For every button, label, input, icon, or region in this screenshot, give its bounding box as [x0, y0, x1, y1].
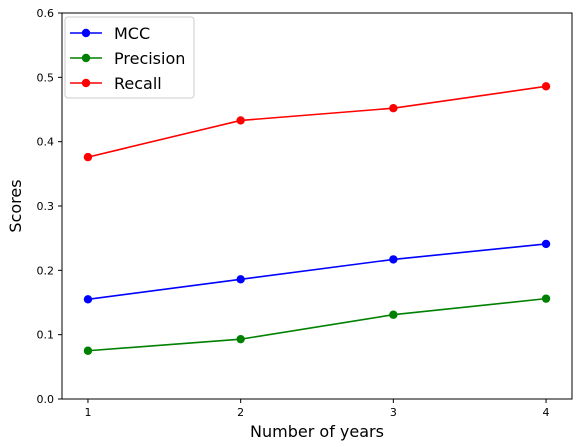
ticks-layer: 1 2 3 4 0.0 0.1 0.2 0.3 0.4 0.5 0.6 — [37, 7, 550, 419]
y-tick-label: 0.1 — [37, 329, 55, 342]
data-point-recall — [83, 152, 93, 162]
series-line-mcc — [87, 243, 547, 301]
data-point-mcc — [389, 255, 398, 264]
x-tick-label: 1 — [84, 406, 91, 419]
x-tick-label: 3 — [390, 406, 397, 419]
legend-label: Precision — [114, 49, 185, 68]
data-point-recall — [389, 104, 398, 113]
data-point-precision — [389, 310, 398, 319]
data-point-mcc — [541, 239, 551, 249]
y-tick-label: 0.0 — [37, 393, 55, 406]
y-tick-label: 0.5 — [37, 71, 55, 84]
series-line-precision — [87, 297, 547, 352]
data-point-mcc — [236, 275, 245, 284]
data-point-precision — [83, 346, 93, 355]
y-tick-label: 0.2 — [37, 264, 55, 277]
x-tick-label: 2 — [237, 406, 244, 419]
data-point-precision — [541, 294, 551, 303]
legend-swatch-marker — [81, 53, 91, 63]
legend-label: Recall — [114, 74, 162, 93]
legend: MCC Precision Recall — [64, 16, 195, 99]
series-layer — [83, 82, 551, 355]
y-tick-label: 0.3 — [37, 200, 55, 213]
data-point-recall — [541, 82, 551, 91]
legend-box — [64, 16, 195, 99]
data-point-mcc — [83, 295, 93, 304]
legend-swatch-marker — [81, 28, 91, 38]
legend-label: MCC — [114, 24, 150, 43]
y-axis-label: Scores — [6, 179, 25, 232]
series-line-recall — [87, 85, 547, 158]
x-tick-label: 4 — [543, 406, 550, 419]
legend-swatch-marker — [81, 78, 91, 88]
x-axis-label: Number of years — [250, 422, 384, 441]
data-point-precision — [236, 334, 245, 344]
data-point-recall — [236, 116, 245, 125]
y-tick-label: 0.4 — [37, 136, 55, 149]
y-tick-label: 0.6 — [37, 7, 55, 20]
